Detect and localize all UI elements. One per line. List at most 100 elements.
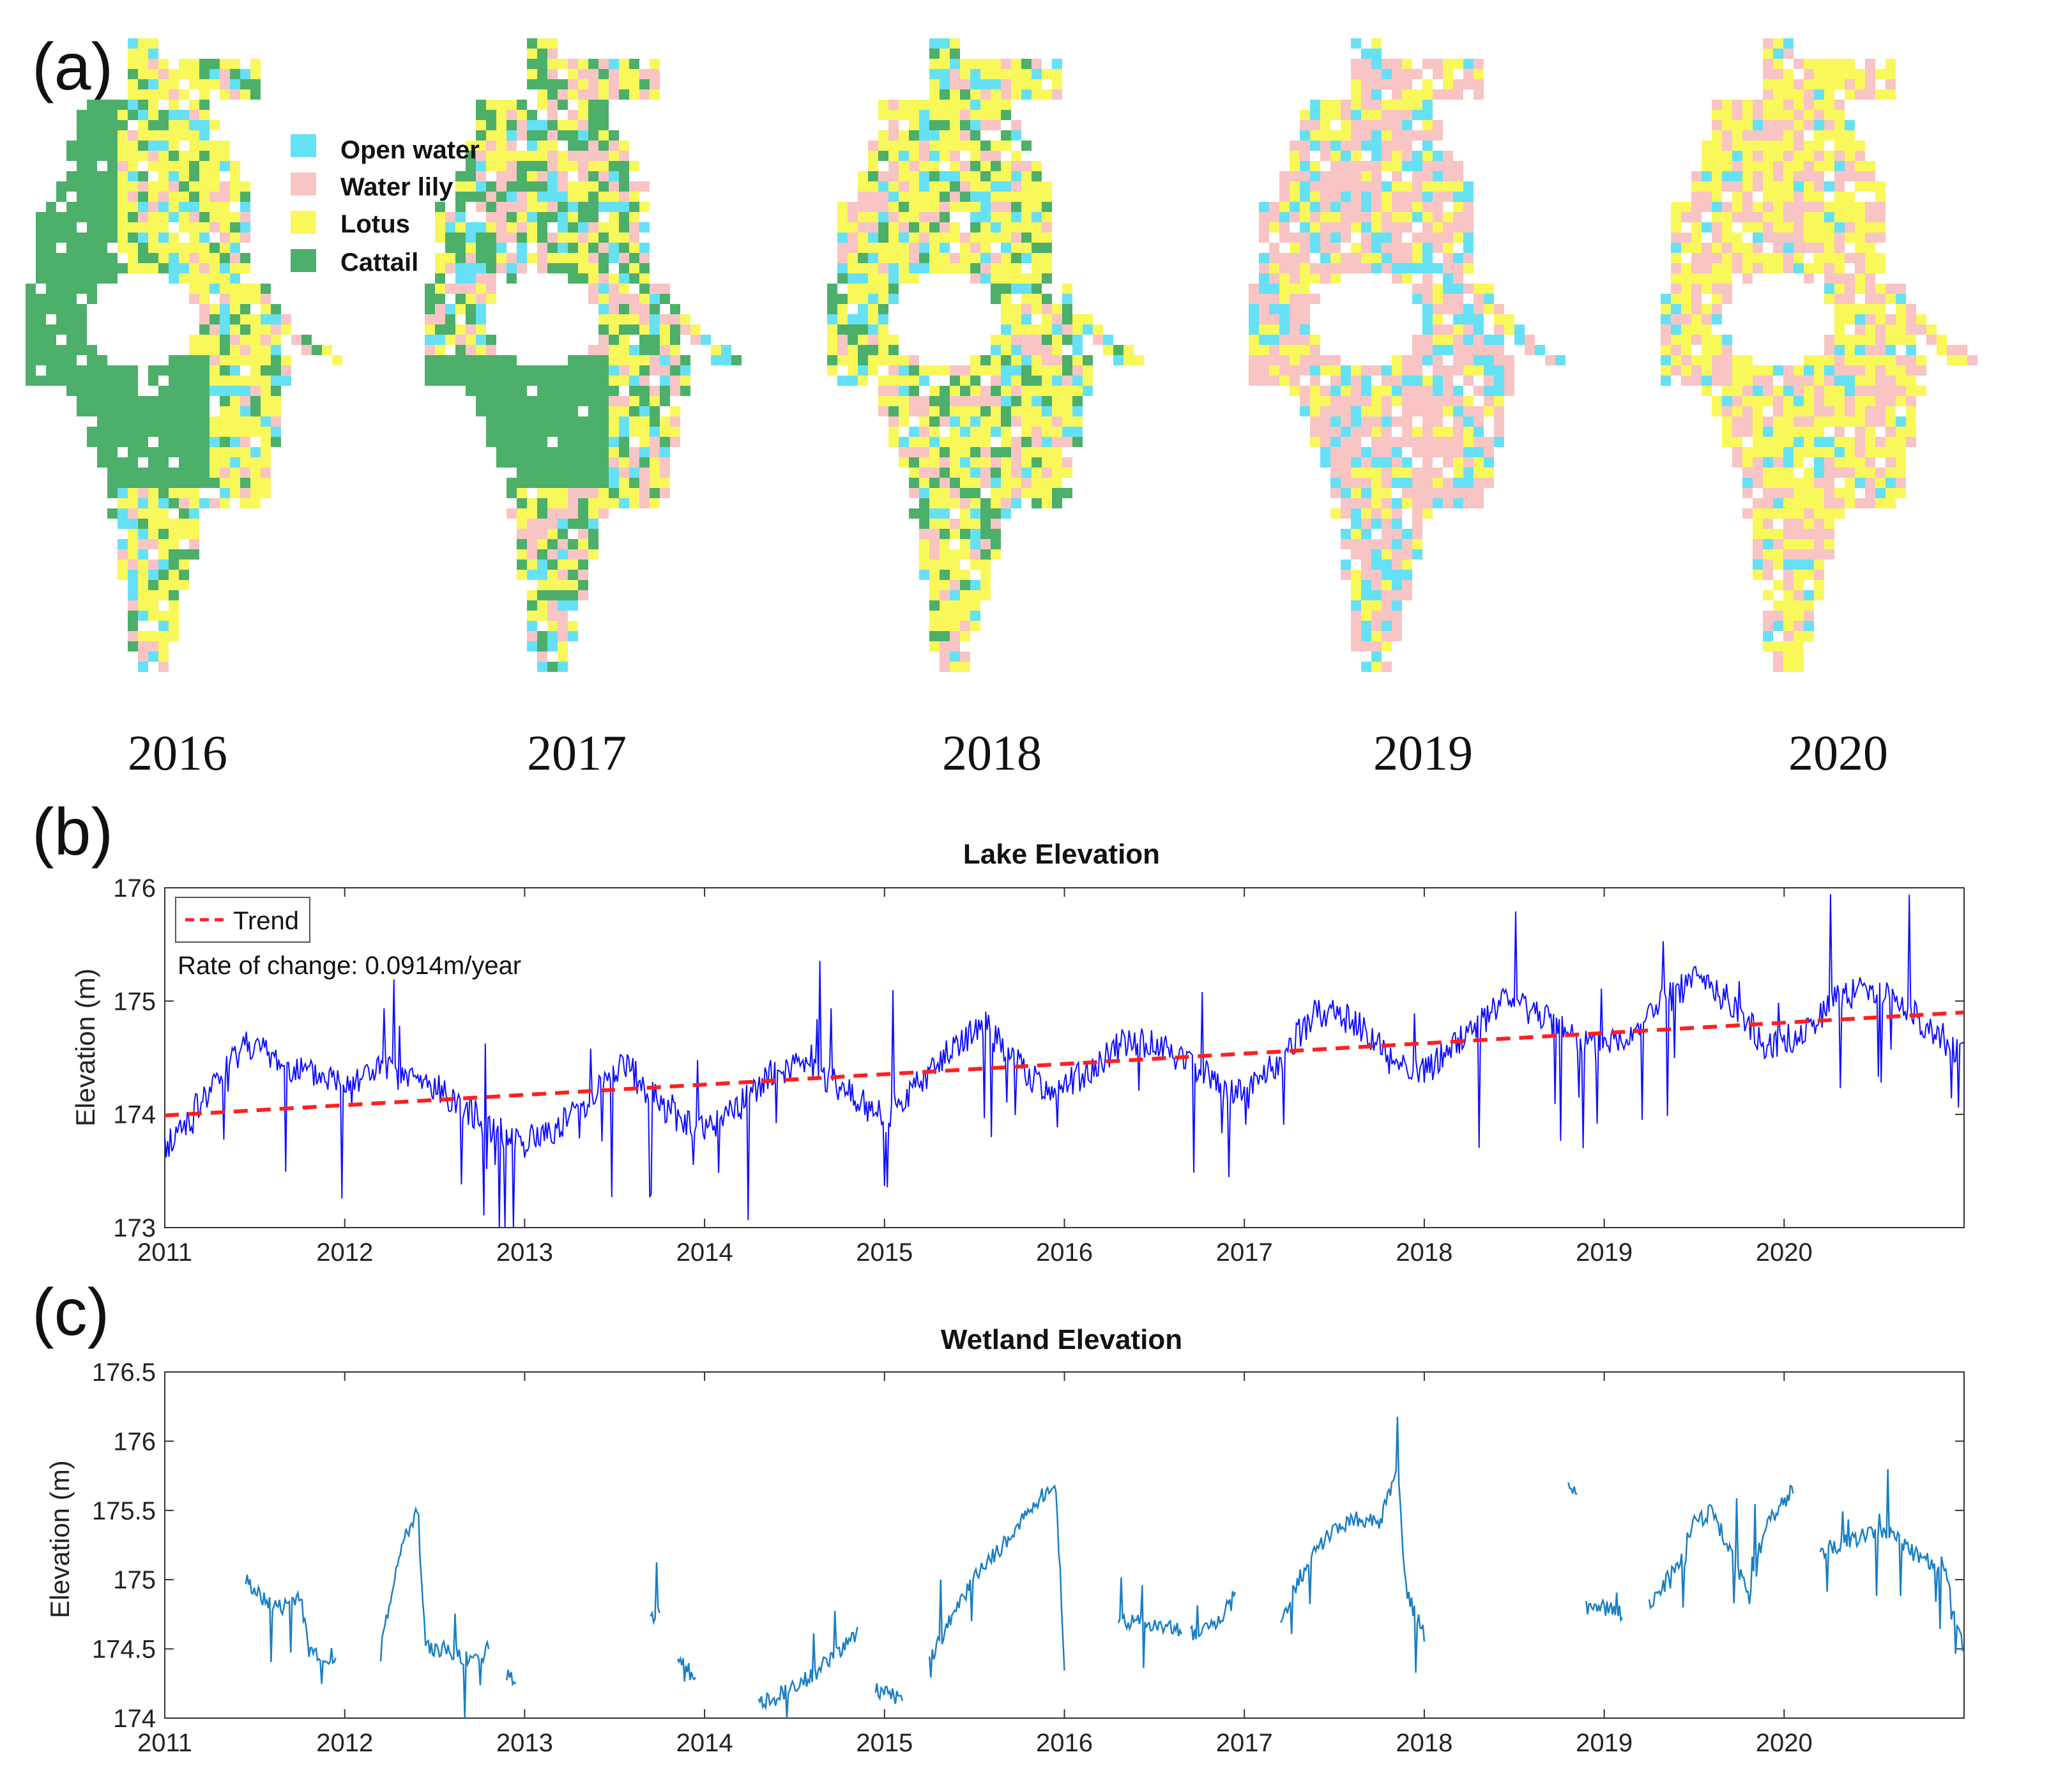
map-cell <box>1392 468 1402 478</box>
map-cell <box>1382 662 1392 672</box>
map-cell <box>158 243 169 253</box>
map-cell <box>1382 59 1392 69</box>
map-cell <box>1773 651 1783 662</box>
map-cell <box>1361 171 1371 181</box>
map-cell <box>639 447 650 457</box>
map-cell <box>169 611 179 621</box>
year-label-2019: 2019 <box>1373 725 1473 781</box>
map-cell <box>1814 457 1824 468</box>
map-cell <box>568 192 578 202</box>
map-cell <box>558 570 568 580</box>
map-cell <box>1392 437 1402 447</box>
map-cell <box>199 386 209 396</box>
map-cell <box>639 181 650 192</box>
map-cell <box>950 457 960 468</box>
map-cell <box>1269 314 1279 324</box>
map-cell <box>1412 212 1422 222</box>
map-cell <box>1681 202 1691 212</box>
map-cell <box>148 590 158 600</box>
map-cell <box>960 365 970 376</box>
map-cell <box>1753 232 1763 243</box>
map-cell <box>1290 284 1300 294</box>
map-cell <box>1773 181 1783 192</box>
map-cell <box>1310 365 1320 376</box>
map-cell <box>1330 447 1341 457</box>
map-cell <box>1392 222 1402 232</box>
map-cell <box>991 59 1001 69</box>
map-cell <box>1814 243 1824 253</box>
map-cell <box>1042 69 1052 79</box>
map-cell <box>486 130 496 141</box>
map-cell <box>1351 243 1361 253</box>
map-cell <box>1330 457 1341 468</box>
map-cell <box>199 314 209 324</box>
map-cell <box>991 396 1001 406</box>
map-cell <box>588 549 598 560</box>
map-cell <box>980 161 991 171</box>
map-cell <box>1463 468 1474 478</box>
map-cell <box>558 232 568 243</box>
map-cell <box>950 437 960 447</box>
map-cell <box>1865 161 1875 171</box>
map-cell <box>455 232 466 243</box>
map-cell <box>878 110 888 120</box>
map-cell <box>1371 130 1382 141</box>
map-cell <box>486 376 496 386</box>
map-cell <box>1896 468 1906 478</box>
map-cell <box>1382 386 1392 396</box>
map-cell <box>660 437 670 447</box>
map-cell <box>1794 416 1804 427</box>
map-cell <box>940 38 950 49</box>
map-cell <box>537 386 547 396</box>
y-tick-label: 175.5 <box>92 1497 156 1525</box>
map-cell <box>537 488 547 498</box>
map-cell <box>899 222 909 232</box>
map-cell <box>899 376 909 386</box>
map-cell <box>950 651 960 662</box>
map-cell <box>517 396 527 406</box>
map-cell <box>1392 273 1402 284</box>
map-cell <box>1906 335 1916 345</box>
map-cell <box>445 324 455 335</box>
map-cell <box>558 79 568 89</box>
map-cell <box>1783 631 1794 641</box>
map-cell <box>1753 498 1763 508</box>
map-cell <box>1794 253 1804 263</box>
map-cell <box>929 560 940 570</box>
map-cell <box>1443 437 1453 447</box>
map-cell <box>1783 621 1794 631</box>
map-cell <box>26 324 36 335</box>
map-cell <box>1269 355 1279 365</box>
map-cell <box>1279 314 1290 324</box>
map-cell <box>568 386 578 396</box>
map-cell <box>619 396 629 406</box>
map-cell <box>148 478 158 488</box>
map-cell <box>271 416 281 427</box>
map-cell <box>1402 386 1412 396</box>
map-cell <box>507 478 517 488</box>
map-cell <box>1855 232 1865 243</box>
map-cell <box>1855 141 1865 151</box>
map-cell <box>189 243 199 253</box>
map-cell <box>1330 468 1341 478</box>
map-cell <box>455 253 466 263</box>
map-cell <box>909 427 919 437</box>
map-cell <box>670 314 680 324</box>
map-cell <box>629 468 639 478</box>
map-cell <box>199 437 209 447</box>
map-cell <box>1463 447 1474 457</box>
map-cell <box>1804 100 1814 110</box>
map-cell <box>1834 120 1845 130</box>
map-cell <box>1783 243 1794 253</box>
map-cell <box>1732 376 1742 386</box>
map-cell <box>169 560 179 570</box>
map-cell <box>250 324 261 335</box>
map-cell <box>1382 580 1392 590</box>
wetland-chart-title: Wetland Elevation <box>941 1324 1182 1355</box>
map-cell <box>517 100 527 110</box>
map-cell <box>568 621 578 631</box>
map-cell <box>1783 570 1794 580</box>
map-cell <box>425 324 435 335</box>
map-cell <box>1845 294 1855 304</box>
map-cell <box>128 141 138 151</box>
